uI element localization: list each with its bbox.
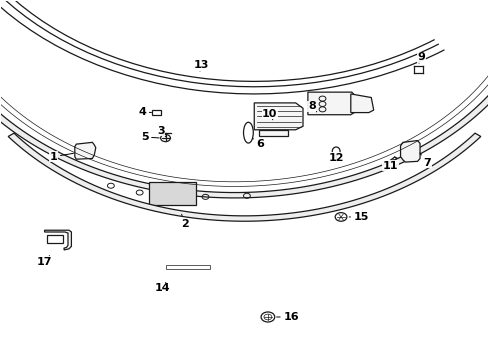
FancyBboxPatch shape (152, 110, 160, 116)
Text: 4: 4 (138, 107, 151, 117)
Text: 10: 10 (262, 109, 277, 120)
Text: 6: 6 (252, 139, 264, 149)
Text: 15: 15 (348, 212, 368, 222)
Ellipse shape (331, 147, 339, 156)
Text: 5: 5 (141, 132, 159, 142)
Ellipse shape (243, 122, 253, 143)
FancyBboxPatch shape (47, 235, 63, 243)
Text: 16: 16 (276, 312, 299, 322)
Text: 8: 8 (307, 102, 316, 112)
Polygon shape (0, 72, 488, 198)
Text: 17: 17 (37, 256, 52, 267)
Text: 9: 9 (416, 52, 424, 63)
Polygon shape (149, 182, 195, 205)
Text: 11: 11 (382, 159, 398, 171)
Polygon shape (307, 92, 353, 115)
Text: 7: 7 (419, 153, 430, 168)
Polygon shape (350, 94, 373, 113)
Text: 3: 3 (157, 126, 165, 136)
Polygon shape (44, 230, 71, 250)
Polygon shape (259, 130, 288, 136)
Polygon shape (8, 133, 480, 221)
Text: 13: 13 (194, 60, 209, 71)
Polygon shape (75, 142, 96, 159)
Text: 12: 12 (328, 153, 343, 163)
Text: 14: 14 (155, 282, 170, 293)
Text: 1: 1 (49, 152, 73, 162)
Polygon shape (400, 140, 419, 162)
Polygon shape (166, 265, 210, 269)
Polygon shape (254, 103, 303, 130)
Text: 2: 2 (181, 214, 188, 229)
